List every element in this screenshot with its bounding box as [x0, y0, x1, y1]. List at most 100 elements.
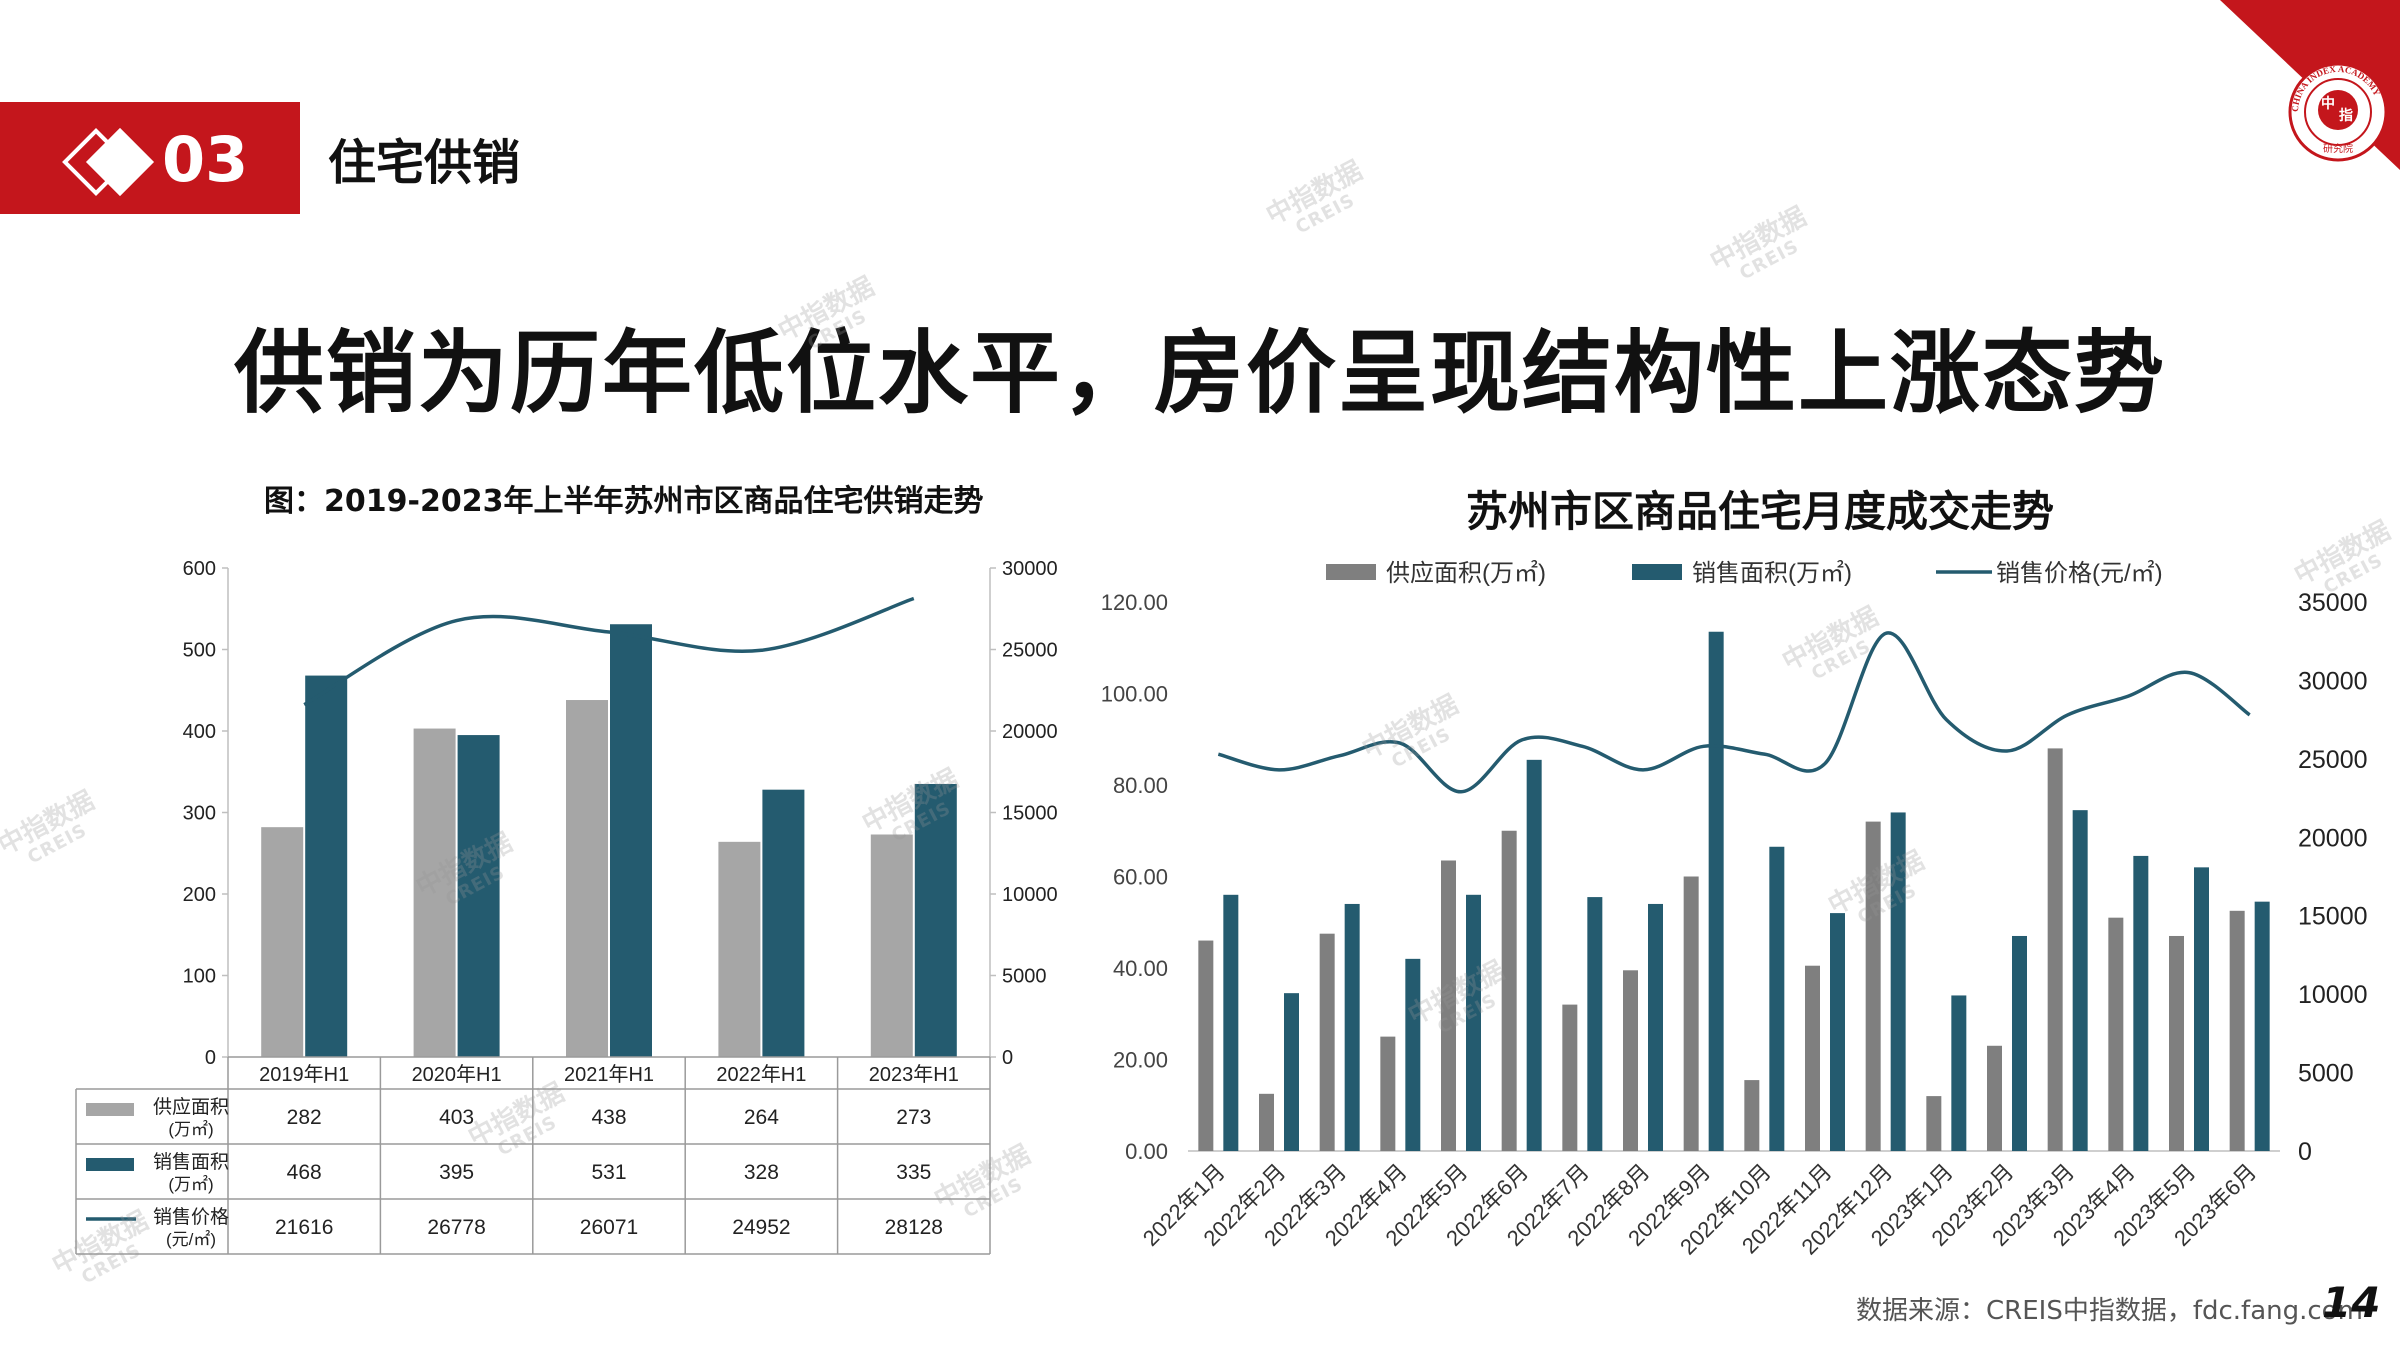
bar-sales: [2072, 810, 2088, 1151]
legend-label: 销售面积: [153, 1151, 229, 1173]
y2-tick-label: 15000: [2298, 903, 2368, 931]
bar-sales: [610, 624, 652, 1057]
bar-sales: [1830, 913, 1845, 1151]
bar-supply: [1926, 1096, 1942, 1151]
bar-supply: [1198, 940, 1214, 1151]
y2-tick-label: 15000: [1002, 803, 1058, 825]
category-label: 2019年H1: [259, 1063, 349, 1086]
y-tick-label: 600: [183, 558, 216, 580]
bar-supply: [1744, 1080, 1760, 1151]
left-chart-title: 图：2019-2023年上半年苏州市区商品住宅供销走势: [264, 484, 984, 519]
bar-sales: [1951, 995, 1967, 1151]
logo-char-2: 指: [2339, 107, 2353, 124]
legend-swatch: [1326, 564, 1376, 580]
y-tick-label: 500: [183, 640, 216, 662]
table-cell: 438: [591, 1106, 626, 1129]
bar-sales: [1466, 894, 1481, 1151]
table-cell: 273: [896, 1106, 931, 1129]
y2-tick-label: 35000: [2298, 589, 2368, 617]
bar-sales: [1405, 958, 1421, 1151]
bar-supply: [1805, 965, 1820, 1151]
y-tick-label: 120.00: [1101, 590, 1168, 615]
legend-swatch: [86, 1103, 134, 1116]
legend-unit: (万㎡): [168, 1120, 213, 1139]
y2-tick-label: 5000: [1002, 966, 1047, 988]
right-chart-title: 苏州市区商品住宅月度成交走势: [1465, 487, 2054, 536]
bar-supply: [2229, 910, 2245, 1151]
bar-sales: [305, 675, 348, 1057]
bar-supply: [1441, 860, 1456, 1151]
bar-supply: [1987, 1045, 2002, 1151]
left-chart: 0 100 200 300 400 500 600 0 5000 10000 15000 20000 2…: [75, 558, 1058, 1255]
y2-tick-label: 0: [1002, 1047, 1013, 1069]
bar-supply: [1319, 933, 1335, 1151]
bar-supply: [1683, 876, 1699, 1151]
table-cell: 21616: [275, 1216, 333, 1239]
bar-sales: [762, 789, 805, 1057]
logo-sub: 研究院: [2323, 142, 2353, 155]
bar-sales: [1344, 903, 1360, 1151]
y-tick-label: 80.00: [1113, 773, 1168, 798]
bar-sales: [1223, 894, 1239, 1151]
y2-tick-label: 10000: [2298, 981, 2368, 1009]
legend-label: 销售面积(万㎡): [1692, 560, 1852, 587]
y-tick-label: 40.00: [1113, 956, 1168, 981]
bar-sales: [1284, 993, 1299, 1151]
bar-supply: [1865, 821, 1881, 1151]
table-cell: 28128: [885, 1216, 943, 1239]
legend-swatch: [86, 1158, 134, 1171]
bar-sales: [457, 735, 500, 1057]
table-cell: 26778: [427, 1216, 485, 1239]
bar-supply: [1623, 970, 1638, 1151]
table-cell: 395: [439, 1161, 474, 1184]
y-tick-label: 300: [183, 803, 216, 825]
y2-tick-label: 5000: [2298, 1060, 2354, 1088]
bar-supply: [1562, 1004, 1578, 1151]
right-chart: 0.00 20.00 40.00 60.00 80.00 100.00 120.00 0 500…: [1101, 560, 2368, 1260]
main-title: 供销为历年低位水平，房价呈现结构性上涨态势: [234, 321, 2166, 426]
bar-sales: [1587, 897, 1603, 1151]
table-cell: 403: [439, 1106, 474, 1129]
table-cell: 26071: [580, 1216, 638, 1239]
legend-label: 供应面积(万㎡): [1386, 560, 1546, 587]
page-number: 14: [2322, 1278, 2381, 1327]
y2-tick-label: 30000: [1002, 558, 1058, 580]
y2-tick-label: 25000: [1002, 640, 1058, 662]
y2-tick-label: 20000: [1002, 721, 1058, 743]
bar-supply: [566, 700, 608, 1057]
y2-tick-label: 20000: [2298, 824, 2368, 852]
bar-sales: [1708, 631, 1724, 1151]
section-title: 住宅供销: [328, 135, 521, 191]
bar-supply: [1380, 1036, 1396, 1151]
legend-label: 供应面积: [153, 1096, 229, 1118]
bar-sales: [1526, 759, 1542, 1151]
bar-sales: [1769, 846, 1785, 1151]
bar-sales: [2133, 855, 2149, 1151]
section-number: 03: [162, 123, 249, 196]
table-cell: 264: [744, 1106, 779, 1129]
price-line: [303, 596, 915, 707]
table-cell: 531: [591, 1161, 626, 1184]
y-tick-label: 400: [183, 721, 216, 743]
y-tick-label: 200: [183, 884, 216, 906]
legend-unit: (元/㎡): [166, 1230, 216, 1249]
table-cell: 282: [287, 1106, 322, 1129]
bar-supply: [2169, 935, 2184, 1151]
bar-sales: [1890, 812, 1906, 1151]
bar-sales: [2254, 901, 2270, 1151]
bar-supply: [261, 827, 304, 1057]
y2-tick-label: 0: [2298, 1138, 2312, 1166]
legend-label: 销售价格: [153, 1206, 229, 1228]
academy-logo: CHINA INDEX ACADEMY 中 指 研究院: [2220, 0, 2400, 170]
y2-tick-label: 30000: [2298, 667, 2368, 695]
category-label: 2021年H1: [564, 1063, 654, 1086]
bar-sales: [2194, 867, 2209, 1151]
bar-supply: [1259, 1093, 1274, 1151]
source-note: 数据来源：CREIS中指数据，fdc.fang.com: [1856, 1296, 2363, 1326]
bar-sales: [1648, 903, 1663, 1151]
y-tick-label: 100: [183, 966, 216, 988]
y-tick-label: 20.00: [1113, 1048, 1168, 1073]
bar-supply: [718, 841, 761, 1057]
bar-supply: [1501, 830, 1517, 1151]
y-tick-label: 0.00: [1125, 1139, 1168, 1164]
